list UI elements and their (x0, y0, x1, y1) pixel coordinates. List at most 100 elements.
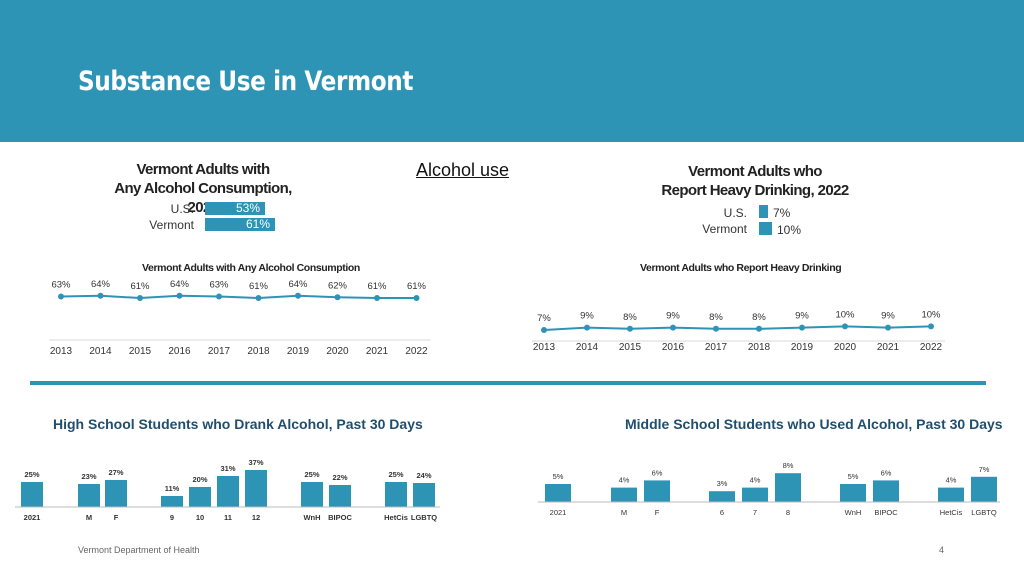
hs-bar-11 (217, 476, 239, 507)
any-trend-point-2016 (176, 292, 183, 299)
hs-bar-9 (161, 496, 183, 507)
heavy-trend-data-label-2013: 7% (537, 313, 551, 324)
heavy-vermont-value: 10% (777, 223, 802, 237)
hs-bar-2021 (21, 482, 43, 507)
ms-value-label-F: 6% (652, 468, 663, 477)
ms-bar-WnH (840, 484, 866, 502)
ms-bar-F (644, 480, 670, 502)
heavy-trend-data-label-2018: 8% (752, 312, 766, 323)
any-trend-tick-2014: 2014 (89, 346, 112, 357)
any-trend-series-line (60, 294, 417, 300)
heavy-trend-tick-2013: 2013 (533, 342, 556, 353)
hs-tick-9: 9 (170, 513, 174, 522)
heavy-trend-point-2020 (842, 323, 848, 330)
ms-value-label-8: 8% (783, 461, 794, 470)
ms-tick-M: M (621, 508, 627, 517)
heavy-trend-data-label-2014: 9% (580, 311, 594, 322)
ms-value-label-2021: 5% (553, 472, 564, 481)
section-label: Alcohol use (416, 160, 510, 180)
any-trend-tick-2017: 2017 (208, 346, 231, 357)
footer-text: Vermont Department of Health (78, 545, 200, 555)
any-trend-data-label-2014: 64% (91, 279, 111, 290)
heavy-us-label: U.S. (723, 206, 747, 220)
heavy-trend-point-2018 (756, 325, 762, 332)
ms-bar-HetCis (938, 487, 964, 502)
heavy-trend-tick-2014: 2014 (576, 342, 599, 353)
ms-bar-2021 (545, 484, 571, 502)
hs-bar-BIPOC (329, 485, 351, 507)
heavy-vermont-bar (759, 222, 772, 235)
heavy-trend-tick-2016: 2016 (662, 342, 685, 353)
heavy-us-value: 7% (773, 206, 791, 220)
ms-tick-F: F (655, 508, 660, 517)
heavy-trend-data-label-2022: 10% (921, 309, 941, 320)
any-trend-point-2018 (255, 295, 262, 301)
ms-tick-8: 8 (786, 508, 790, 517)
any-trend-data-label-2022: 61% (407, 281, 427, 292)
hs-value-label-M: 23% (81, 472, 96, 481)
any-alcohol-trend-title: Vermont Adults with Any Alcohol Consumpt… (142, 262, 360, 274)
hs-tick-2021: 2021 (24, 513, 41, 522)
hs-bar-LGBTQ (413, 483, 435, 507)
ms-value-label-WnH: 5% (848, 472, 859, 481)
hs-value-label-HetCis: 25% (388, 470, 403, 479)
hs-bar-M (78, 484, 100, 507)
any-trend-tick-2018: 2018 (247, 346, 270, 357)
any-alcohol-vermont-label: Vermont (149, 218, 194, 232)
any-trend-tick-2020: 2020 (326, 346, 349, 357)
ms-chart-title: Middle School Students who Used Alcohol,… (625, 416, 1003, 432)
hs-value-label-9: 11% (165, 484, 180, 493)
heavy-trend-data-label-2020: 10% (835, 309, 855, 320)
hs-value-label-2021: 25% (24, 470, 39, 479)
any-trend-point-2017 (216, 293, 222, 300)
any-trend-point-2020 (334, 294, 341, 301)
hs-value-label-BIPOC: 22% (332, 473, 347, 482)
heavy-trend-point-2021 (885, 324, 891, 331)
hs-tick-12: 12 (252, 513, 260, 522)
hs-bar-10 (189, 487, 211, 507)
heavy-trend-tick-2020: 2020 (834, 342, 857, 353)
any-trend-data-label-2015: 61% (130, 281, 150, 292)
hs-value-label-11: 31% (220, 464, 235, 473)
hs-value-label-WnH: 25% (304, 470, 319, 479)
ms-value-label-BIPOC: 6% (881, 468, 892, 477)
any-trend-data-label-2020: 62% (328, 280, 348, 291)
section-divider (30, 381, 986, 385)
any-trend-tick-2021: 2021 (366, 346, 389, 357)
any-trend-point-2019 (295, 292, 301, 299)
heavy-trend-data-label-2015: 8% (623, 312, 637, 323)
any-trend-tick-2013: 2013 (50, 346, 73, 357)
any-alcohol-vermont-value: 61% (246, 217, 271, 231)
heavy-us-bar (759, 205, 769, 218)
hs-tick-M: M (86, 513, 92, 522)
hs-tick-LGBTQ: LGBTQ (411, 513, 437, 522)
any-alcohol-us-value: 53% (236, 201, 261, 215)
hs-tick-10: 10 (196, 513, 204, 522)
hs-value-label-LGBTQ: 24% (416, 471, 431, 480)
header-band (0, 0, 1024, 142)
any-trend-point-2013 (58, 293, 64, 300)
heavy-trend-point-2014 (584, 324, 590, 331)
ms-value-label-M: 4% (619, 476, 630, 485)
heavy-drinking-2022-title-line-2: Report Heavy Drinking, 2022 (661, 182, 849, 199)
heavy-trend-point-2016 (670, 324, 676, 331)
hs-tick-WnH: WnH (303, 513, 320, 522)
hs-value-label-F: 27% (108, 468, 123, 477)
any-trend-tick-2022: 2022 (405, 346, 428, 357)
any-trend-tick-2015: 2015 (129, 346, 152, 357)
heavy-trend-tick-2022: 2022 (920, 342, 943, 353)
heavy-drinking-2022-title: Vermont Adults who Report Heavy Drinking… (650, 162, 860, 200)
ms-bar-M (611, 487, 637, 502)
heavy-trend-data-label-2021: 9% (881, 311, 895, 322)
ms-value-label-7: 4% (750, 476, 761, 485)
any-trend-data-label-2019: 64% (288, 279, 308, 290)
heavy-trend-point-2013 (541, 327, 547, 333)
any-trend-point-2022 (413, 295, 420, 301)
any-trend-data-label-2021: 61% (367, 281, 387, 292)
heavy-trend-data-label-2019: 9% (795, 311, 809, 322)
ms-tick-6: 6 (720, 508, 724, 517)
ms-bar-BIPOC (873, 480, 899, 502)
any-alcohol-vermont-bar (205, 218, 275, 231)
heavy-trend-tick-2021: 2021 (877, 342, 900, 353)
